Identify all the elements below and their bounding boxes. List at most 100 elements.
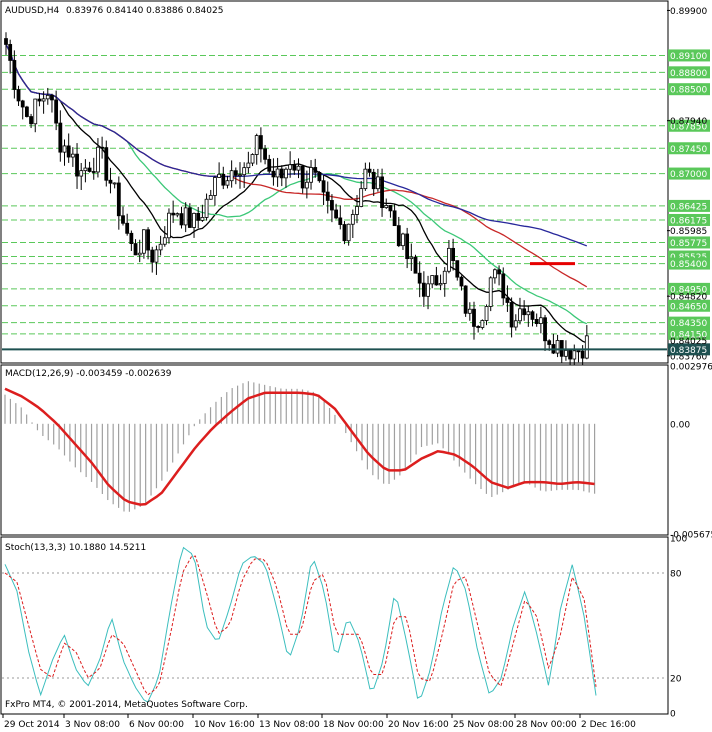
candle-body [346,223,351,242]
price-tick-label: 0.85985 [670,227,707,237]
level-price-tag [668,213,710,226]
time-tick-label: 10 Nov 16:00 [194,720,255,730]
candle-body [505,297,510,303]
candle-body [459,276,464,287]
stoch-tick-label: 100 [670,535,687,545]
candle-body [455,260,460,278]
macd-histogram [4,381,596,512]
candle-body [355,206,359,215]
candle-body [509,302,514,328]
candle-body [162,237,167,245]
stoch-tick-label: 80 [670,570,682,580]
time-tick-label: 6 Nov 00:00 [129,720,184,730]
macd-tick-label: 0.002976 [670,363,712,373]
candle-body [396,225,401,247]
macd-tick-label: -0.005675 [670,531,712,541]
candle-body [213,177,217,196]
level-price-text: 0.88800 [670,69,707,79]
candle-body [41,98,46,102]
candle-body [342,224,347,242]
candle-body [288,164,293,170]
level-price-tag [668,199,710,212]
candle-body [233,170,238,176]
candle-body [116,182,121,217]
time-tick-label: 20 Nov 16:00 [388,720,449,730]
candle-body [522,308,527,316]
candlesticks [4,32,589,368]
candle-body [279,168,284,179]
candle-body [58,122,63,153]
candle-body [104,147,109,181]
price-tick-label: 0.84820 [670,293,707,303]
stoch-panel[interactable]: Stoch(13,3,3) 10.1880 14.5211 FxPro MT4,… [0,536,669,715]
level-price-tag [668,119,710,132]
candle-body [488,277,493,307]
level-price-text: 0.87850 [670,122,707,132]
stoch-main-line [4,546,597,703]
candle-body [208,195,213,200]
candle-body [66,145,71,158]
price-tick-label: 0.83760 [670,352,707,362]
candle-body [334,209,339,219]
candle-body [409,256,414,260]
stoch-label: Stoch(13,3,3) 10.1880 14.5211 [5,543,146,553]
stoch-tick-label: 0 [670,710,676,720]
candle-body [338,217,343,225]
level-price-text: 0.84150 [670,330,707,340]
level-price-tag [668,83,710,96]
candle-body [171,212,176,216]
candle-body [129,232,134,244]
candle-body [75,153,79,177]
candle-body [584,335,589,359]
candle-body [375,176,380,190]
candle-body [296,165,301,171]
candle-body [434,275,439,286]
candle-body [538,317,543,324]
candle-body [221,173,226,186]
candle-body [463,285,468,314]
candle-body [125,222,130,234]
candle-body [12,60,17,90]
macd-signal-line [4,387,595,506]
candle-body [401,233,405,247]
candle-body [359,188,364,207]
level-price-text: 0.87450 [670,145,707,155]
macd-label: MACD(12,26,9) -0.003459 -0.002639 [5,369,172,379]
price-panel[interactable]: AUDUSD,H4 0.83976 0.84140 0.83886 0.8402… [0,0,669,368]
level-price-tag [668,327,710,340]
candle-body [20,100,25,108]
level-price-tag [668,316,710,329]
candle-body [497,269,501,275]
level-price-text: 0.84950 [670,285,707,295]
candle-body [154,249,159,263]
candle-body [321,180,326,193]
price-axis: 0.89100 0.88800 0.88500 0.87850 0.87450 0.870… [667,7,710,362]
candle-body [4,38,8,45]
candle-body [405,233,410,260]
candle-body [254,135,259,155]
candle-body [501,273,506,299]
ma-blue-line [5,44,588,247]
candle-body [576,350,581,353]
candle-body [50,94,54,101]
candle-body [37,98,42,102]
candle-body [45,94,50,100]
candle-body [33,98,38,125]
candle-body [388,205,393,212]
candle-body [438,283,443,286]
level-price-tag [668,257,710,270]
level-price-text: 0.85400 [670,260,707,270]
level-price-tag [668,49,710,62]
macd-panel[interactable]: MACD(12,26,9) -0.003459 -0.002639 [0,364,669,536]
candle-body [204,198,209,218]
candle-body [217,173,222,178]
candle-body [141,229,146,254]
candle-body [309,167,313,183]
candle-body [430,275,435,285]
candle-body [62,145,67,153]
candle-body [150,249,155,263]
candle-body [8,44,13,61]
secondary-price-text: 0.84025 [670,337,707,347]
candle-body [250,154,255,164]
level-price-tag [668,282,710,295]
